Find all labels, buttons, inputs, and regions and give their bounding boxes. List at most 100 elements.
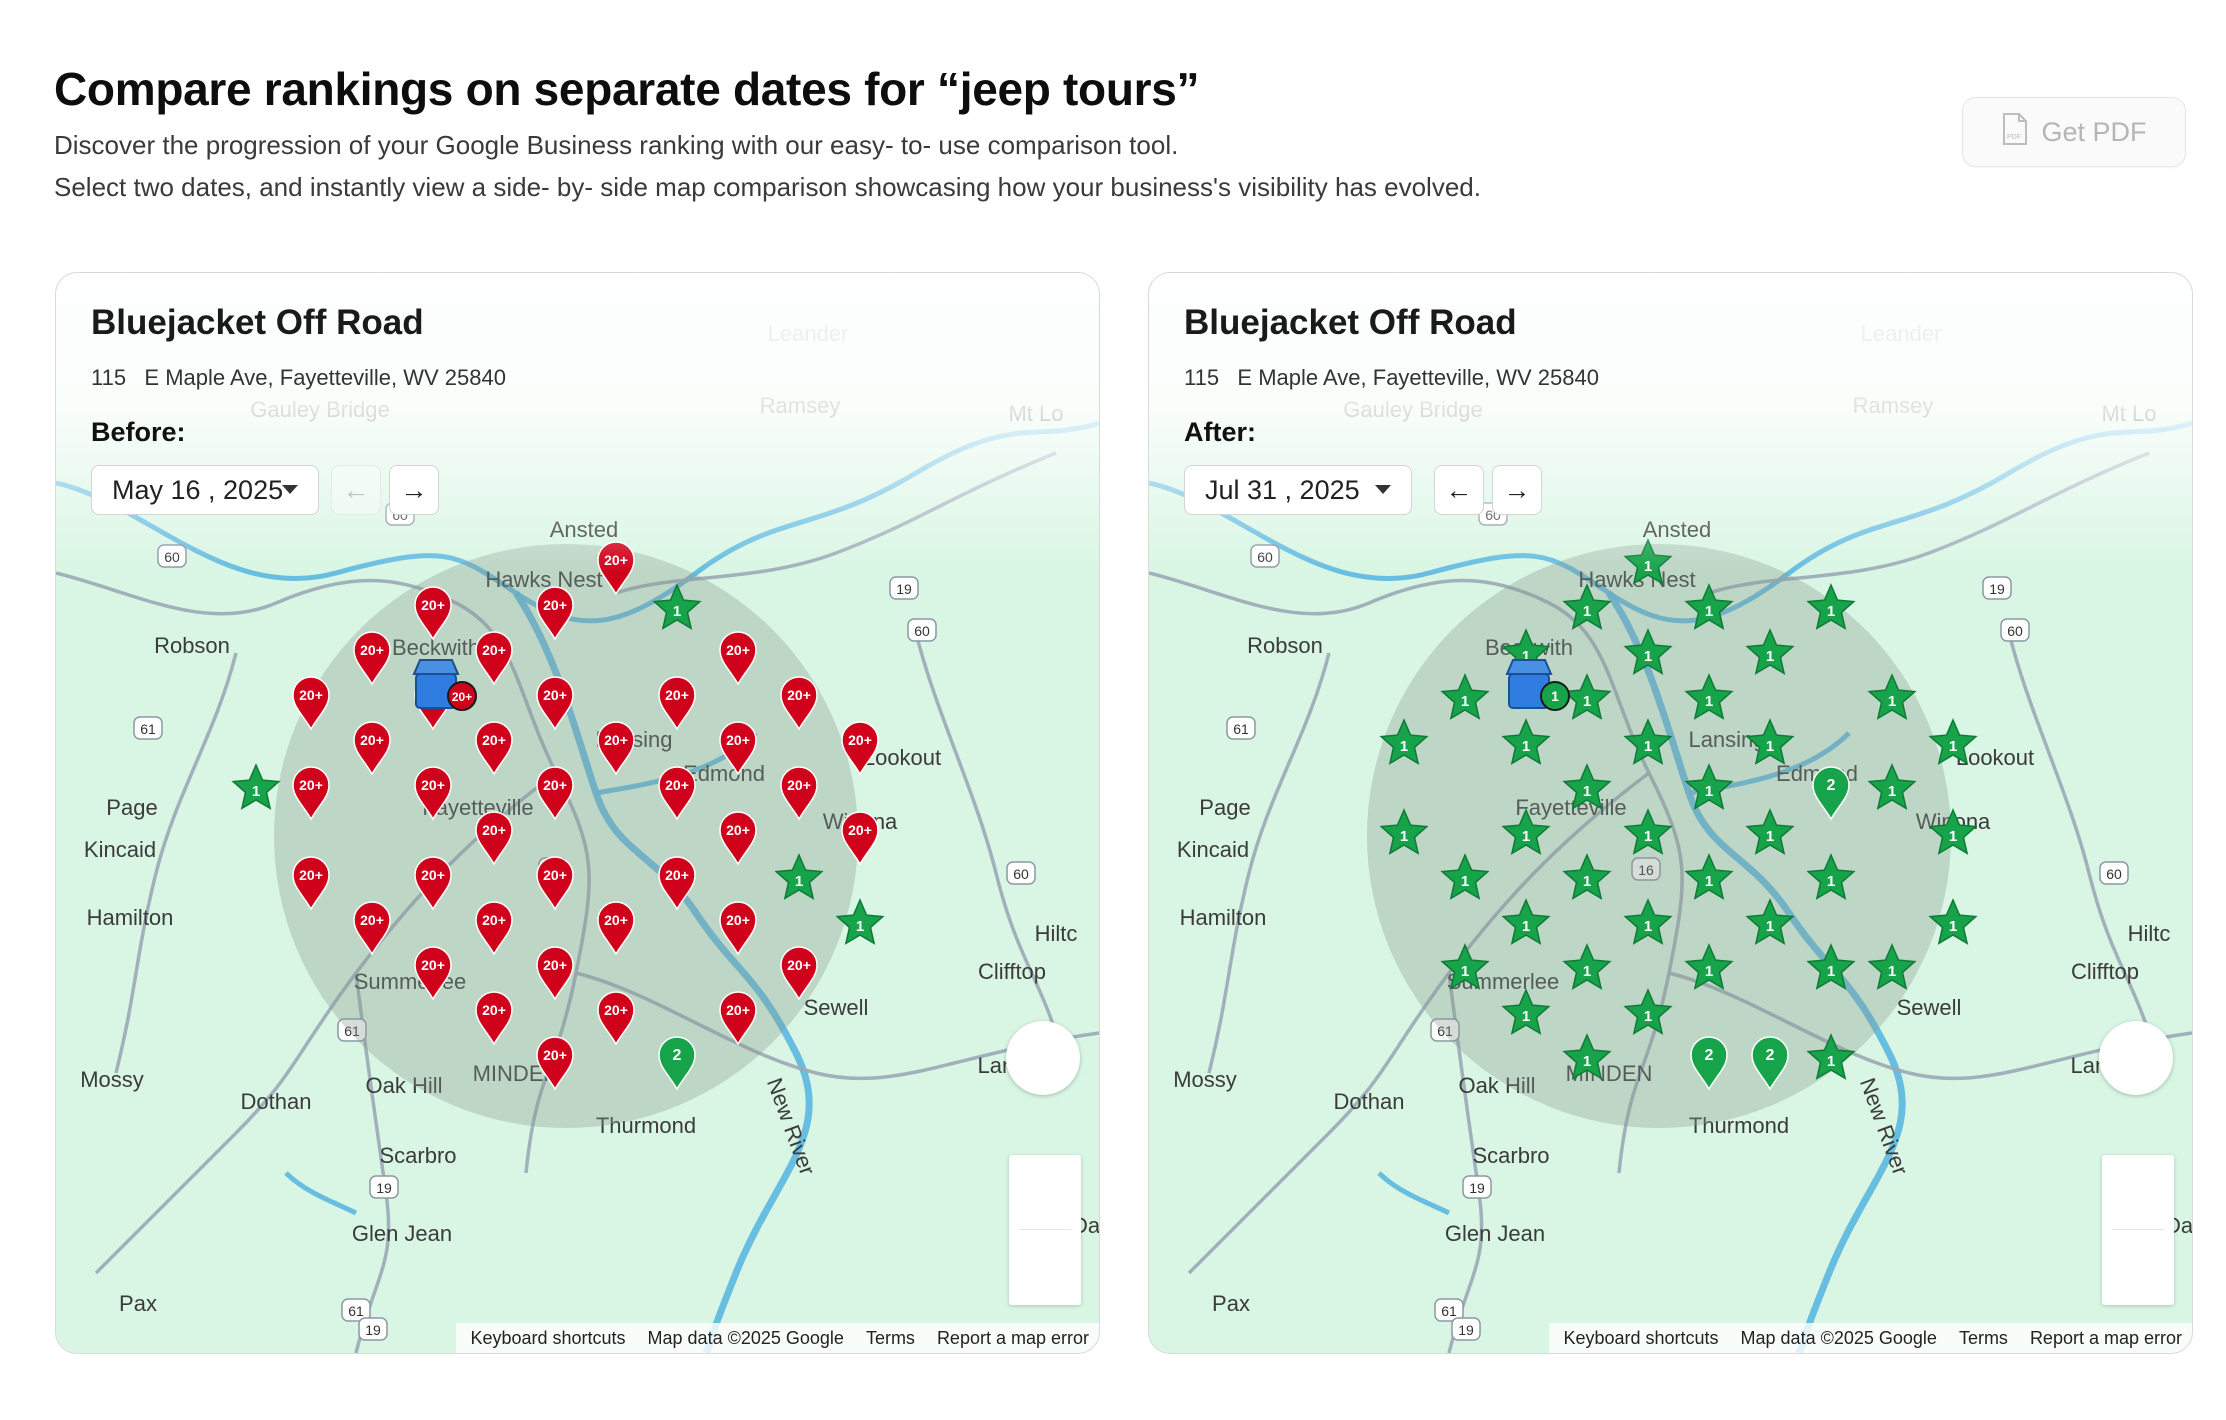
zoom-control[interactable] [2102, 1155, 2174, 1305]
business-rank-badge [447, 681, 477, 711]
svg-text:20+: 20+ [543, 687, 567, 703]
svg-text:20+: 20+ [726, 732, 750, 748]
rank-pin-marker: 20+ [536, 946, 574, 1001]
map-place-label: Mossy [1173, 1067, 1237, 1092]
prev-date-button[interactable]: ← [331, 465, 381, 515]
svg-text:20+: 20+ [482, 822, 506, 838]
rank-star-marker: 1 [1745, 808, 1795, 855]
rank-star-marker: 1 [1684, 943, 1734, 990]
map-place-label: Lookout [1956, 745, 2034, 770]
terms-link[interactable]: Terms [865, 1327, 915, 1348]
road-shield-number: 19 [365, 1322, 381, 1338]
road-shield [341, 1298, 371, 1322]
road [1187, 771, 1651, 1275]
rank-star-marker: 1 [1745, 718, 1795, 765]
rank-pin-marker: 20+ [414, 946, 452, 1001]
svg-text:20+: 20+ [604, 1002, 628, 1018]
map-place-label: Beckwith [392, 635, 480, 660]
svg-text:1: 1 [1583, 873, 1591, 890]
svg-text:20+: 20+ [543, 777, 567, 793]
rank-pin-marker: 20+ [414, 856, 452, 911]
before-date-select[interactable]: May 16 , 2025 [91, 465, 319, 515]
svg-text:1: 1 [1888, 693, 1896, 710]
zoom-control[interactable] [1009, 1155, 1081, 1305]
map-place-label: Dothan [241, 1089, 312, 1114]
svg-text:PDF: PDF [2007, 134, 2021, 141]
keyboard-shortcuts-link[interactable]: Keyboard shortcuts [1563, 1327, 1719, 1348]
svg-text:1: 1 [1888, 963, 1896, 980]
rank-star-marker: 1 [1745, 628, 1795, 675]
arrow-right-icon: → [1503, 474, 1531, 505]
svg-text:1: 1 [1583, 963, 1591, 980]
river [284, 1171, 358, 1216]
rank-pin-marker: 20+ [780, 946, 818, 1001]
road-shield-number: 60 [914, 623, 930, 639]
svg-text:1: 1 [1583, 693, 1591, 710]
svg-text:1: 1 [1583, 783, 1591, 800]
rank-star-marker: 1 [1379, 808, 1429, 855]
svg-text:20+: 20+ [482, 912, 506, 928]
business-name: Bluejacket Off Road [91, 303, 424, 342]
business-address: 115 E Maple Ave, Fayetteville, WV 25840 [91, 365, 506, 390]
pdf-file-icon: PDF [2001, 112, 2029, 153]
road-shield-number: 61 [348, 1303, 364, 1319]
arrow-left-icon: ← [1445, 474, 1473, 505]
rank-pin-marker: 20+ [841, 811, 879, 866]
rank-pin-marker: 20+ [536, 1036, 574, 1091]
road-shield [1631, 857, 1661, 881]
rank-pin-marker: 20+ [475, 631, 513, 686]
page-title: Compare rankings on separate dates for “… [54, 63, 1200, 115]
svg-text:1: 1 [1583, 1053, 1591, 1070]
rank-star-marker: 1 [1501, 808, 1551, 855]
map-control-button[interactable] [1006, 1021, 1080, 1095]
business-rank-badge [1540, 681, 1570, 711]
svg-text:1: 1 [1461, 693, 1469, 710]
map-place-label: Oak Hill [1458, 1073, 1535, 1098]
get-pdf-button[interactable]: PDF Get PDF [1962, 97, 2186, 167]
rank-star-marker: 1 [1623, 718, 1673, 765]
after-date-select[interactable]: Jul 31 , 2025 [1184, 465, 1412, 515]
rank-pin-marker: 20+ [414, 766, 452, 821]
next-date-button[interactable]: → [1492, 465, 1542, 515]
road-shield [1451, 1317, 1481, 1341]
svg-text:1: 1 [1888, 783, 1896, 800]
svg-text:20+: 20+ [604, 732, 628, 748]
rank-star-marker: 1 [1928, 898, 1978, 945]
svg-text:1: 1 [1461, 963, 1469, 980]
report-map-error-link[interactable]: Report a map error [936, 1327, 1089, 1348]
road [1207, 652, 1331, 1074]
rank-pin-marker: 20+ [292, 766, 330, 821]
svg-text:1: 1 [1583, 603, 1591, 620]
svg-text:20+: 20+ [848, 732, 872, 748]
caret-down-icon [1375, 485, 1391, 494]
rank-pin-marker: 20+ [658, 766, 696, 821]
prev-date-button[interactable]: ← [1434, 465, 1484, 515]
svg-text:1: 1 [1644, 918, 1652, 935]
arrow-right-icon: → [400, 474, 428, 505]
svg-text:20+: 20+ [299, 687, 323, 703]
rank-pin-marker: 20+ [780, 676, 818, 731]
keyboard-shortcuts-link[interactable]: Keyboard shortcuts [470, 1327, 626, 1348]
next-date-button[interactable]: → [389, 465, 439, 515]
rank-star-marker: 1 [1562, 583, 1612, 630]
terms-link[interactable]: Terms [1958, 1327, 2008, 1348]
rank-pin-marker: 20+ [719, 721, 757, 776]
map-attribution: Keyboard shortcuts Map data ©2025 Google… [456, 1323, 1099, 1353]
rank-pin-marker: 20+ [841, 721, 879, 776]
rank-star-marker: 1 [1379, 718, 1429, 765]
svg-text:1: 1 [1949, 738, 1957, 755]
map-place-label: Ramsey [1853, 393, 1934, 418]
map-place-label: Clifftop [978, 959, 1046, 984]
report-map-error-link[interactable]: Report a map error [2029, 1327, 2182, 1348]
svg-text:1: 1 [1766, 828, 1774, 845]
rank-star-marker: 1 [1562, 943, 1612, 990]
rank-pin-marker: 20+ [292, 676, 330, 731]
map-control-button[interactable] [2099, 1021, 2173, 1095]
svg-text:1: 1 [252, 783, 260, 800]
rank-star-marker: 1 [1928, 718, 1978, 765]
map-place-label: Robson [1247, 633, 1323, 658]
svg-text:20+: 20+ [482, 732, 506, 748]
